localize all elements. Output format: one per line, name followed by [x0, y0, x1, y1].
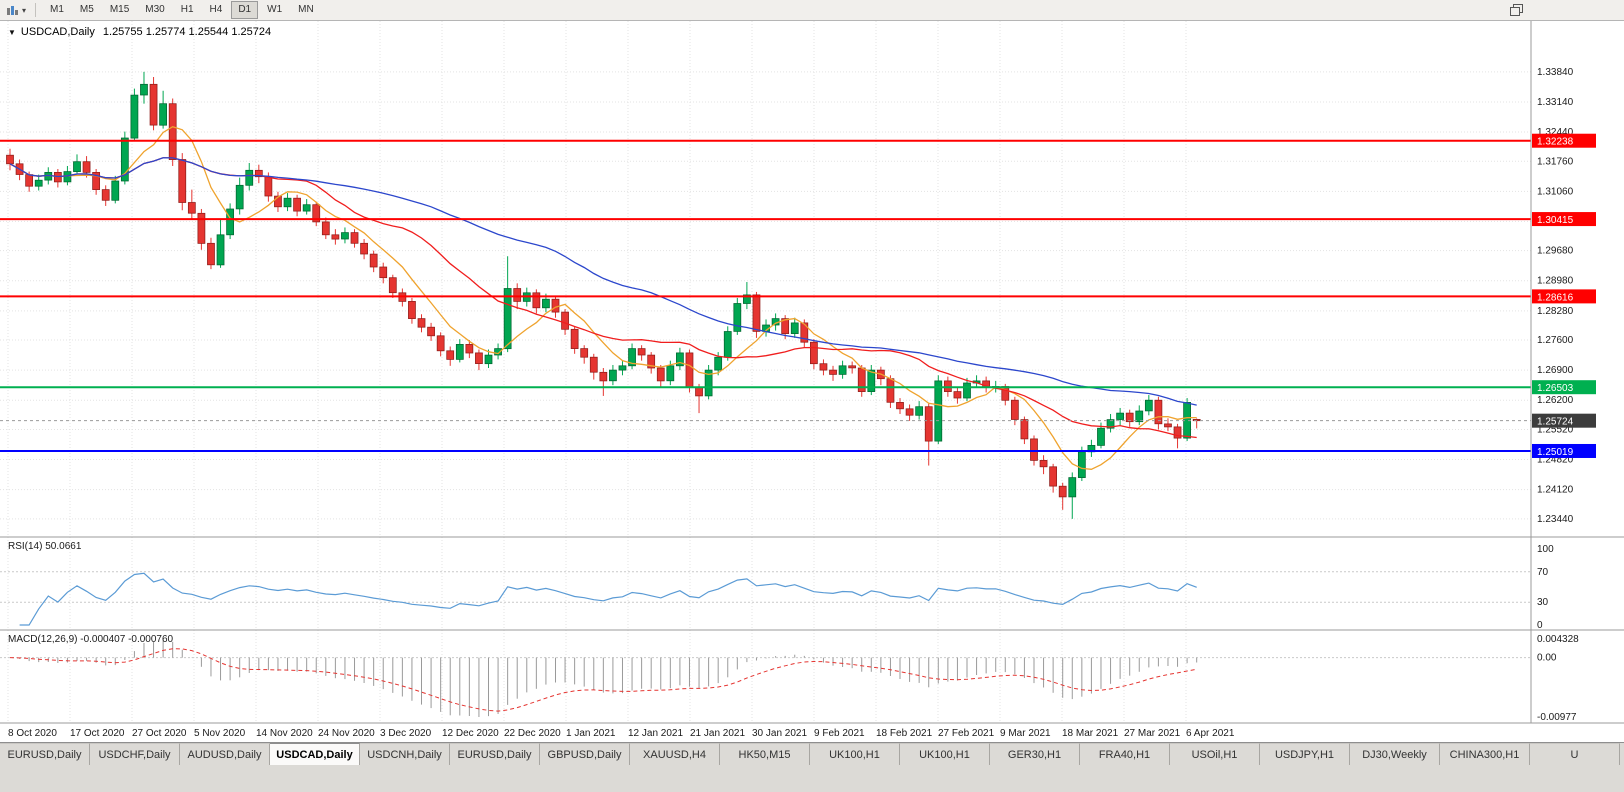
svg-text:1.29680: 1.29680 — [1537, 246, 1574, 257]
svg-text:21 Jan 2021: 21 Jan 2021 — [690, 728, 745, 739]
svg-text:1.28616: 1.28616 — [1537, 292, 1574, 303]
svg-text:1.26200: 1.26200 — [1537, 395, 1574, 406]
top-toolbar: ▾ M1 M5 M15 M30 H1 H4 D1 W1 MN — [0, 0, 1624, 21]
symbol-tab-USDCHF-Daily[interactable]: USDCHF,Daily — [90, 743, 180, 765]
svg-text:1.32238: 1.32238 — [1537, 137, 1574, 148]
svg-text:1.24820: 1.24820 — [1537, 455, 1574, 466]
timeframe-button-W1[interactable]: W1 — [267, 4, 283, 15]
svg-text:9 Feb 2021: 9 Feb 2021 — [814, 728, 865, 739]
svg-text:1.28980: 1.28980 — [1537, 276, 1574, 287]
svg-text:1.25019: 1.25019 — [1537, 447, 1574, 458]
timeframe-button-H1[interactable]: H1 — [180, 4, 194, 15]
timeframe-button-MN[interactable]: MN — [298, 4, 314, 15]
svg-text:1 Jan 2021: 1 Jan 2021 — [566, 728, 616, 739]
symbol-tab-AUDUSD-Daily[interactable]: AUDUSD,Daily — [180, 743, 270, 765]
symbol-tab-GBPUSD-Daily[interactable]: GBPUSD,Daily — [540, 743, 630, 765]
symbol-tab-bar: EURUSD,Daily USDCHF,Daily AUDUSD,Daily USDC… — [0, 742, 1624, 792]
symbol-tab-EURUSD-Daily[interactable]: EURUSD,Daily — [0, 743, 90, 765]
symbol-tab-USOil-H1[interactable]: USOil,H1 — [1170, 743, 1260, 765]
svg-text:1.24120: 1.24120 — [1537, 485, 1574, 496]
symbol-tab-UK100-H1[interactable]: UK100,H1 — [900, 743, 990, 765]
svg-text:18 Feb 2021: 18 Feb 2021 — [876, 728, 933, 739]
symbol-tab-USDJPY-H1[interactable]: USDJPY,H1 — [1260, 743, 1350, 765]
svg-text:1.23440: 1.23440 — [1537, 514, 1574, 525]
svg-text:1.30415: 1.30415 — [1537, 215, 1574, 226]
symbol-tab-HK50-M15[interactable]: HK50,M15 — [720, 743, 810, 765]
svg-text:27 Mar 2021: 27 Mar 2021 — [1124, 728, 1181, 739]
timeframe-button-M15[interactable]: M15 — [109, 4, 130, 15]
symbol-tab-XAUUSD-H4[interactable]: XAUUSD,H4 — [630, 743, 720, 765]
timeframe-button-D1[interactable]: D1 — [231, 1, 259, 19]
svg-text:24 Nov 2020: 24 Nov 2020 — [318, 728, 375, 739]
svg-text:6 Apr 2021: 6 Apr 2021 — [1186, 728, 1235, 739]
svg-text:1.28280: 1.28280 — [1537, 306, 1574, 317]
svg-text:1.31060: 1.31060 — [1537, 186, 1574, 197]
svg-text:1.25724: 1.25724 — [1537, 417, 1574, 428]
timeframe-button-H4[interactable]: H4 — [209, 4, 223, 15]
symbol-tab-DJ30-Weekly[interactable]: DJ30,Weekly — [1350, 743, 1440, 765]
svg-text:70: 70 — [1537, 567, 1549, 578]
symbol-tab-FRA40-H1[interactable]: FRA40,H1 — [1080, 743, 1170, 765]
svg-text:30: 30 — [1537, 597, 1549, 608]
rsi-indicator-label: RSI(14) 50.0661 — [8, 541, 82, 552]
macd-indicator-label: MACD(12,26,9) -0.000407 -0.000760 — [8, 634, 174, 645]
svg-text:100: 100 — [1537, 544, 1554, 555]
price-chart[interactable]: 8 Oct 2020 17 Oct 2020 27 Oct 2020 5 Nov 20… — [0, 0, 1624, 742]
svg-text:8 Oct 2020: 8 Oct 2020 — [8, 728, 57, 739]
chart-ohlc-values: 1.25755 1.25774 1.25544 1.25724 — [102, 26, 272, 38]
chart-type-caret-icon: ▾ — [22, 5, 27, 15]
symbol-tab-GER30-H1[interactable]: GER30,H1 — [990, 743, 1080, 765]
timeframe-button-M30[interactable]: M30 — [145, 4, 165, 15]
svg-text:1.33140: 1.33140 — [1537, 97, 1574, 108]
symbol-tab-UK100-H1[interactable]: UK100,H1 — [810, 743, 900, 765]
svg-text:-0.00977: -0.00977 — [1537, 712, 1577, 723]
window-menu-icon[interactable]: ▼ — [8, 27, 16, 37]
svg-text:30 Jan 2021: 30 Jan 2021 — [752, 728, 807, 739]
chart-symbol-label: USDCAD,Daily — [20, 26, 95, 38]
svg-text:1.32440: 1.32440 — [1537, 127, 1574, 138]
symbol-tab-USDCNH-Daily[interactable]: USDCNH,Daily — [360, 743, 450, 765]
svg-text:5 Nov 2020: 5 Nov 2020 — [194, 728, 246, 739]
svg-text:0: 0 — [1537, 620, 1543, 631]
svg-text:12 Dec 2020: 12 Dec 2020 — [442, 728, 499, 739]
symbol-tab-U[interactable]: U — [1530, 743, 1620, 765]
symbol-tabs: EURUSD,Daily USDCHF,Daily AUDUSD,Daily USDC… — [0, 743, 1624, 765]
timeframe-button-M1[interactable]: M1 — [50, 4, 64, 15]
svg-text:1.25520: 1.25520 — [1537, 424, 1574, 435]
svg-text:3 Dec 2020: 3 Dec 2020 — [380, 728, 432, 739]
svg-text:14 Nov 2020: 14 Nov 2020 — [256, 728, 313, 739]
timeframe-buttons: M1 M5 M15 M30 H1 H4 D1 W1 MN — [42, 1, 322, 19]
symbol-tab-CHINA300-H1[interactable]: CHINA300,H1 — [1440, 743, 1530, 765]
svg-text:22 Dec 2020: 22 Dec 2020 — [504, 728, 561, 739]
svg-text:18 Mar 2021: 18 Mar 2021 — [1062, 728, 1119, 739]
svg-text:9 Mar 2021: 9 Mar 2021 — [1000, 728, 1051, 739]
svg-text:0.004328: 0.004328 — [1537, 634, 1579, 645]
svg-text:12 Jan 2021: 12 Jan 2021 — [628, 728, 683, 739]
symbol-tab-USDCAD-Daily[interactable]: USDCAD,Daily — [270, 743, 360, 765]
svg-text:0.00: 0.00 — [1537, 653, 1557, 664]
svg-text:1.26900: 1.26900 — [1537, 365, 1574, 376]
timeframe-button-M5[interactable]: M5 — [79, 4, 94, 15]
symbol-tab-EURUSD-Daily[interactable]: EURUSD,Daily — [450, 743, 540, 765]
chart-type-glyph — [7, 5, 18, 15]
svg-text:1.33840: 1.33840 — [1537, 67, 1574, 78]
chart-title: ▼ USDCAD,Daily 1.25755 1.25774 1.25544 1… — [8, 26, 271, 38]
svg-text:1.31760: 1.31760 — [1537, 156, 1574, 167]
chart-type-icon[interactable]: ▾ — [3, 1, 29, 19]
svg-text:1.27600: 1.27600 — [1537, 335, 1574, 346]
svg-text:27 Oct 2020: 27 Oct 2020 — [132, 728, 187, 739]
window-restore-icon[interactable] — [1510, 4, 1523, 16]
svg-text:17 Oct 2020: 17 Oct 2020 — [70, 728, 125, 739]
toolbar-separator — [35, 3, 37, 17]
svg-text:27 Feb 2021: 27 Feb 2021 — [938, 728, 995, 739]
svg-text:1.26503: 1.26503 — [1537, 383, 1574, 394]
